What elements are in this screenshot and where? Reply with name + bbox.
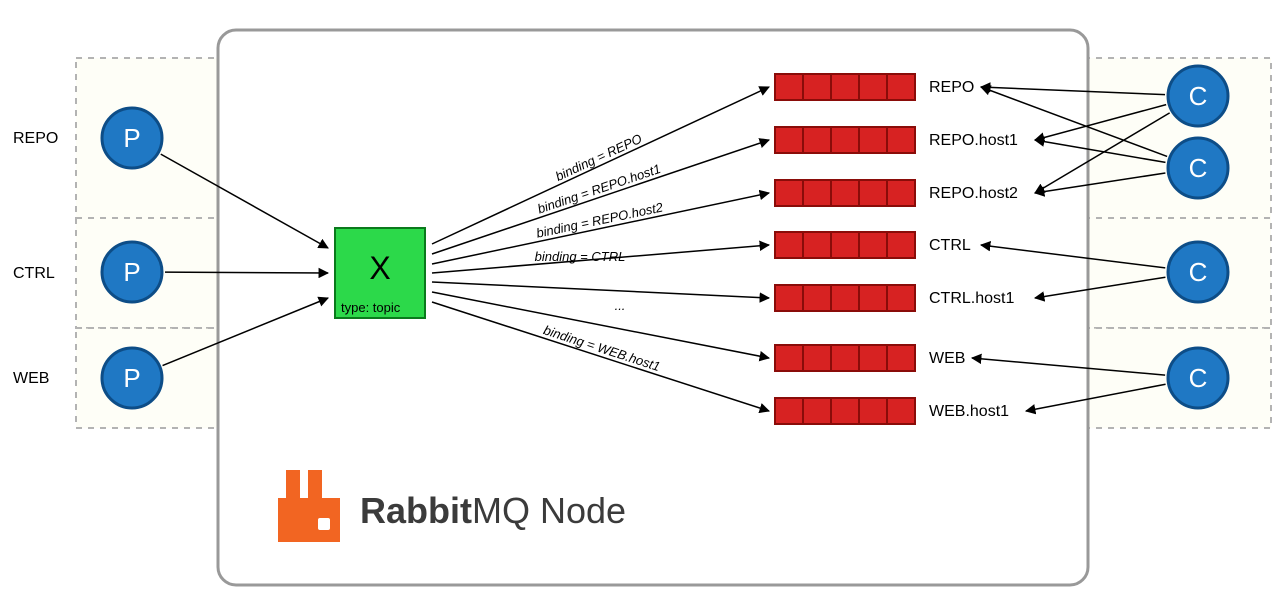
queue-label: REPO.host1 [929, 132, 1018, 149]
region-label-ctrl: CTRL [13, 265, 55, 282]
queue-label: CTRL [929, 237, 971, 254]
exchange-label: X [369, 250, 390, 286]
consumer-label: C [1189, 81, 1208, 111]
queue-label: CTRL.host1 [929, 290, 1014, 307]
region-label-repo: REPO [13, 130, 58, 147]
queue-body [775, 285, 915, 311]
queue-body [775, 398, 915, 424]
region-label-web: WEB [13, 370, 49, 387]
producer-arrow-1 [165, 272, 328, 273]
producer-p-ctrl: P [102, 242, 162, 302]
binding-label-3: binding = CTRL [535, 249, 626, 264]
queue-body [775, 232, 915, 258]
rabbitmq-logo-hole [318, 518, 330, 530]
producer-label: P [123, 123, 140, 153]
producer-p-web: P [102, 348, 162, 408]
exchange-box: Xtype: topic [335, 228, 425, 318]
producer-p-repo: P [102, 108, 162, 168]
producer-label: P [123, 363, 140, 393]
exchange-sublabel: type: topic [341, 300, 401, 315]
binding-label-4: ... [615, 298, 626, 313]
queue-label: REPO.host2 [929, 185, 1018, 202]
rabbitmq-node-title: RabbitMQ Node [360, 490, 626, 531]
queue-label: WEB [929, 350, 965, 367]
consumer-label: C [1189, 363, 1208, 393]
consumer-c-ctrl: C [1168, 242, 1228, 302]
consumer-c-repo-1: C [1168, 66, 1228, 126]
queue-body [775, 127, 915, 153]
consumer-label: C [1189, 257, 1208, 287]
queue-body [775, 180, 915, 206]
queue-body [775, 74, 915, 100]
consumer-c-web: C [1168, 348, 1228, 408]
queue-label: REPO [929, 79, 974, 96]
queue-label: WEB.host1 [929, 403, 1009, 420]
producer-label: P [123, 257, 140, 287]
consumer-label: C [1189, 153, 1208, 183]
queue-body [775, 345, 915, 371]
consumer-c-repo-2: C [1168, 138, 1228, 198]
